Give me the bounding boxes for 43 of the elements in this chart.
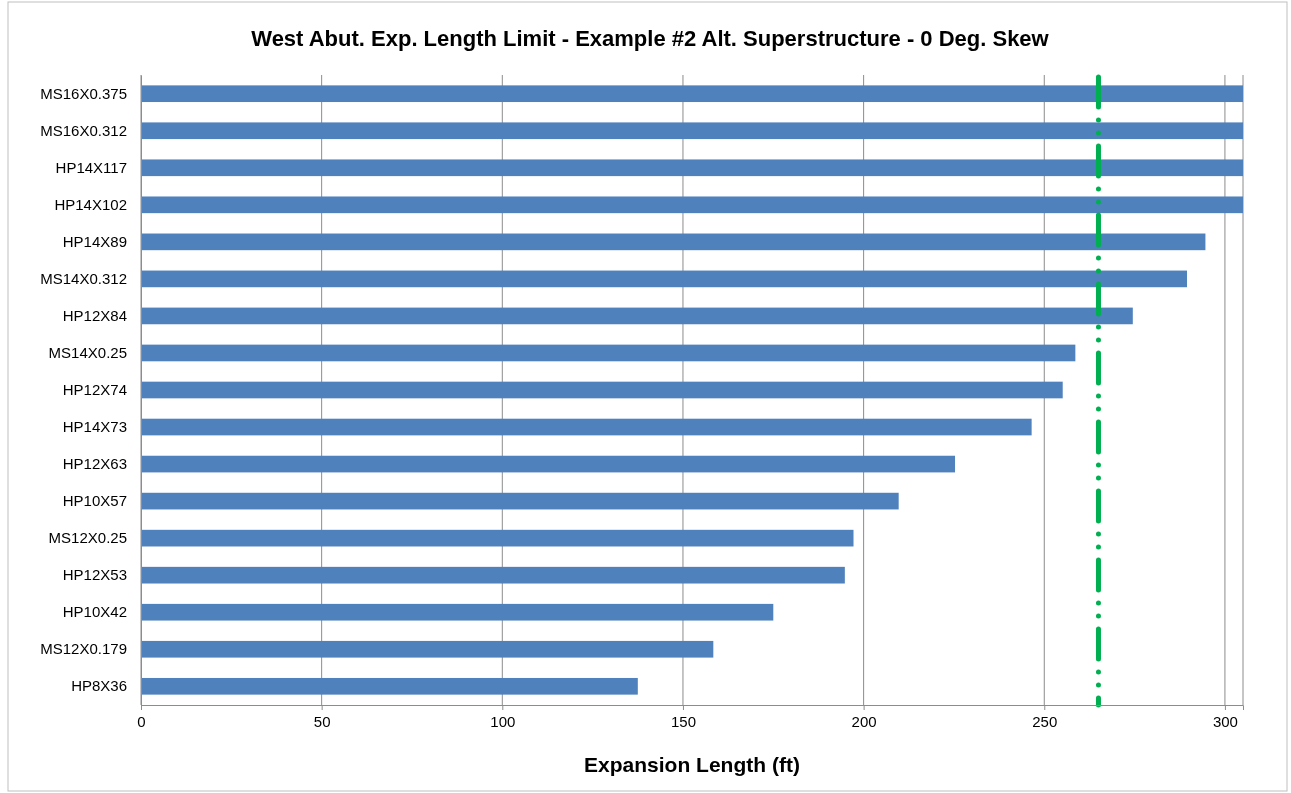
bar bbox=[141, 640, 714, 658]
y-tick-label: HP14X102 bbox=[54, 195, 127, 213]
x-tick-label: 300 bbox=[1212, 712, 1238, 730]
y-tick-label: MS14X0.312 bbox=[40, 269, 127, 287]
y-tick-label: MS12X0.25 bbox=[48, 528, 127, 546]
x-tick-label: 150 bbox=[670, 712, 696, 730]
x-tick-label: 0 bbox=[137, 712, 146, 730]
bar bbox=[141, 381, 1063, 399]
x-axis-title: Expansion Length (ft) bbox=[584, 753, 800, 776]
bar bbox=[141, 418, 1032, 436]
y-tick-label: MS16X0.375 bbox=[40, 84, 127, 102]
y-tick-label: HP14X73 bbox=[62, 417, 127, 435]
bar bbox=[141, 566, 845, 584]
bar bbox=[141, 159, 1243, 177]
x-tick-label: 250 bbox=[1032, 712, 1058, 730]
y-tick-label: HP10X42 bbox=[62, 603, 127, 621]
bar bbox=[141, 122, 1243, 140]
bar bbox=[141, 270, 1187, 288]
chart-title: West Abut. Exp. Length Limit - Example #2 Alt. Superstructure - 0 Deg. Skew bbox=[251, 26, 1050, 51]
y-tick-label: HP8X36 bbox=[71, 677, 127, 695]
y-tick-label: HP12X74 bbox=[62, 380, 127, 398]
x-tick-label: 100 bbox=[490, 712, 516, 730]
bar bbox=[141, 455, 956, 473]
bar bbox=[141, 196, 1243, 214]
bar bbox=[141, 603, 774, 621]
bar bbox=[141, 677, 638, 695]
y-tick-label: HP14X89 bbox=[62, 232, 127, 250]
y-tick-label: MS14X0.25 bbox=[48, 343, 127, 361]
y-tick-label: HP12X84 bbox=[62, 306, 127, 324]
y-tick-label: HP14X117 bbox=[55, 158, 127, 176]
bar bbox=[141, 529, 854, 547]
y-tick-label: MS16X0.312 bbox=[40, 121, 127, 139]
y-tick-label: MS12X0.179 bbox=[40, 640, 127, 658]
bar bbox=[141, 233, 1206, 251]
bar bbox=[141, 492, 899, 510]
y-tick-label: HP12X63 bbox=[62, 454, 127, 472]
y-tick-label: HP12X53 bbox=[62, 565, 127, 583]
bar bbox=[141, 307, 1133, 325]
bar bbox=[141, 344, 1076, 362]
y-tick-label: HP10X57 bbox=[62, 491, 127, 509]
x-tick-label: 50 bbox=[313, 712, 331, 730]
x-tick-label: 200 bbox=[851, 712, 877, 730]
bar bbox=[141, 85, 1243, 103]
